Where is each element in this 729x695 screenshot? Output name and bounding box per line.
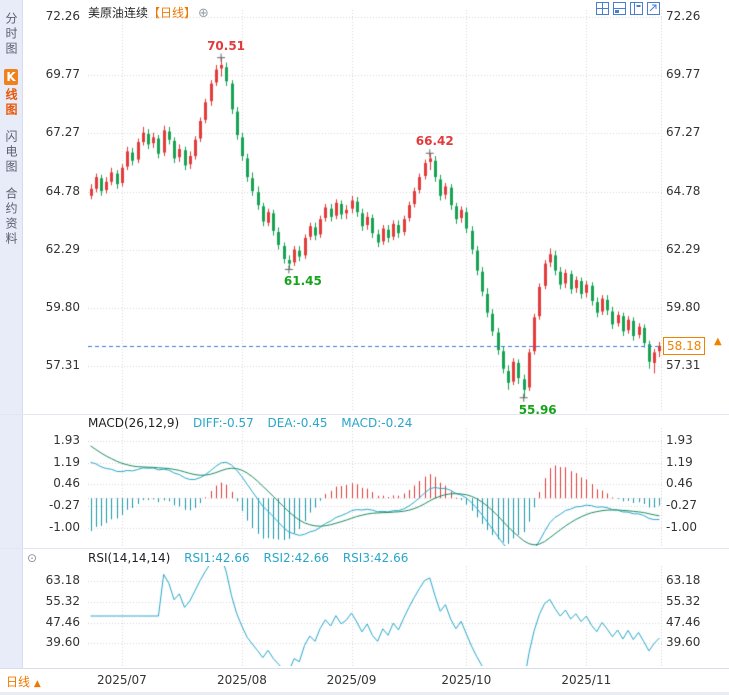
x-axis-label: 2025/11	[561, 673, 612, 687]
price-axis-label-right: 57.31	[666, 358, 701, 373]
rsi2-value: RSI2:42.66	[263, 551, 330, 565]
macd-dea-value: DEA:-0.45	[267, 416, 328, 430]
price-annotation-66.42: 66.42	[415, 134, 454, 149]
rsi3-value: RSI3:42.66	[342, 551, 409, 565]
price-axis-label-left: 72.26	[45, 8, 80, 23]
price-axis-label-right: 72.26	[666, 8, 701, 23]
macd-axis-label-left: 1.19	[53, 454, 80, 469]
sidebar-item-time-chart[interactable]: 分时图	[4, 12, 18, 57]
macd-axis-label-right: -0.27	[666, 498, 698, 513]
chevron-up-icon: ▲	[33, 679, 41, 689]
rsi-axis-label-left: 55.32	[45, 594, 80, 608]
kline-tab-badge: K	[4, 69, 18, 85]
macd-axis-label-left: 0.46	[53, 476, 80, 491]
macd-axis-label-left: 1.93	[53, 432, 80, 447]
rsi-chart-canvas[interactable]	[88, 566, 662, 666]
bottom-bar: 日线 ▲	[0, 668, 729, 693]
rsi-axis-label-right: 55.32	[666, 594, 701, 608]
macd-header: MACD(26,12,9) DIFF:-0.57 DEA:-0.45 MACD:…	[88, 416, 422, 430]
macd-axis-label-left: -1.00	[48, 520, 80, 535]
price-axis-label-left: 67.27	[45, 125, 80, 140]
price-annotation-70.51: 70.51	[207, 38, 246, 53]
sidebar: 分时图 K 线图 闪电图 合约资料	[0, 0, 23, 668]
price-axis-label-right: 67.27	[666, 125, 701, 140]
price-annotation-55.96: 55.96	[518, 402, 557, 417]
window-bottom-border[interactable]	[0, 692, 729, 695]
panel-divider	[0, 414, 729, 415]
rsi-axis-label-right: 63.18	[666, 573, 701, 588]
x-axis-label: 2025/07	[96, 673, 147, 687]
macd-axis-label-right: 0.46	[666, 476, 693, 491]
macd-axis-label-left: -0.27	[48, 498, 80, 513]
rsi-axis-label-right: 47.46	[666, 614, 701, 629]
price-axis-label-left: 59.80	[45, 299, 80, 314]
price-axis-label-right: 62.29	[666, 241, 701, 256]
price-annotation-61.45: 61.45	[283, 274, 322, 289]
rsi-header: RSI(14,14,14) RSI1:42.66 RSI2:42.66 RSI3…	[88, 551, 418, 565]
price-marker-arrow: ▲	[714, 335, 722, 347]
price-axis-label-right: 69.77	[666, 66, 701, 81]
price-axis-label-left: 57.31	[45, 358, 80, 373]
indicator-settings-icon[interactable]: ⊙	[27, 551, 38, 565]
price-axis-label-right: 64.78	[666, 183, 701, 198]
price-axis-label-left: 62.29	[45, 241, 80, 256]
sidebar-item-lightning-chart[interactable]: 闪电图	[4, 130, 18, 175]
rsi-title: RSI(14,14,14)	[88, 551, 171, 565]
panel-divider	[0, 548, 729, 549]
macd-chart-canvas[interactable]	[88, 428, 662, 546]
rsi1-value: RSI1:42.66	[184, 551, 250, 565]
rsi-axis-label-left: 47.46	[45, 614, 80, 629]
x-axis-label: 2025/09	[326, 673, 377, 687]
period-button[interactable]: 日线 ▲	[6, 673, 41, 690]
macd-macd-value: MACD:-0.24	[341, 416, 413, 430]
period-button-label: 日线	[6, 675, 31, 689]
sidebar-item-kline-chart[interactable]: K 线图	[0, 69, 22, 118]
price-chart-canvas[interactable]	[88, 10, 662, 412]
x-axis-label: 2025/10	[441, 673, 492, 687]
price-axis-label-left: 64.78	[45, 183, 80, 198]
sidebar-item-contract-info[interactable]: 合约资料	[4, 187, 18, 247]
macd-axis-label-right: -1.00	[666, 520, 698, 535]
x-axis-label: 2025/08	[216, 673, 267, 687]
price-axis-label-left: 69.77	[45, 66, 80, 81]
macd-axis-label-right: 1.19	[666, 454, 693, 469]
macd-axis-label-right: 1.93	[666, 432, 693, 447]
macd-diff-value: DIFF:-0.57	[192, 416, 254, 430]
rsi-axis-label-left: 63.18	[45, 573, 80, 588]
kline-tab-label: 线图	[4, 88, 18, 118]
rsi-axis-label-right: 39.60	[666, 635, 701, 650]
rsi-axis-label-left: 39.60	[45, 635, 80, 650]
macd-title: MACD(26,12,9)	[88, 416, 180, 430]
price-axis-label-right: 59.80	[666, 299, 701, 314]
current-price-label: 58.18	[663, 336, 706, 355]
